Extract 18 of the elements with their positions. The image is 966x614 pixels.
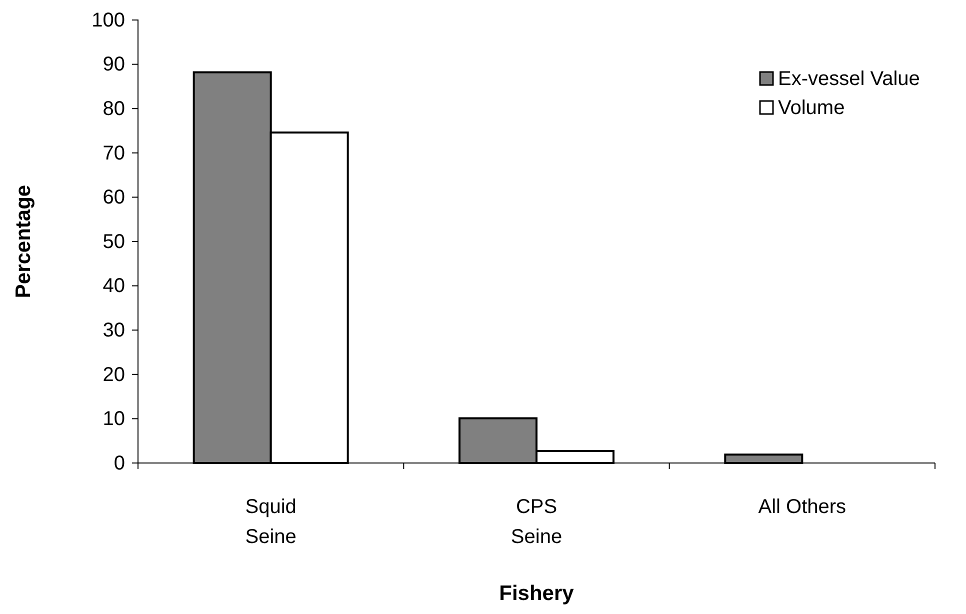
y-tick-label: 60: [102, 186, 125, 209]
y-tick-label: 90: [102, 54, 125, 76]
x-tick-label: Squid Seine: [245, 496, 296, 548]
x-tick-label: CPS Seine: [510, 496, 562, 548]
y-tick-label: 20: [102, 364, 125, 386]
y-tick-label: 80: [102, 98, 125, 120]
legend-label: Volume: [778, 97, 845, 119]
y-tick-label: 10: [102, 408, 125, 430]
y-tick-label: 100: [92, 9, 125, 32]
y-tick-label: 70: [102, 142, 125, 164]
x-axis-title: Fishery: [499, 582, 574, 605]
y-axis-title: Percentage: [12, 184, 35, 298]
x-tick-label: All Others: [758, 496, 846, 518]
y-tick-label: 0: [114, 452, 125, 474]
y-tick-label: 50: [102, 230, 125, 253]
y-tick-label: 30: [102, 320, 125, 342]
y-tick-label: 40: [102, 275, 125, 298]
legend-label: Ex-vessel Value: [778, 68, 920, 90]
